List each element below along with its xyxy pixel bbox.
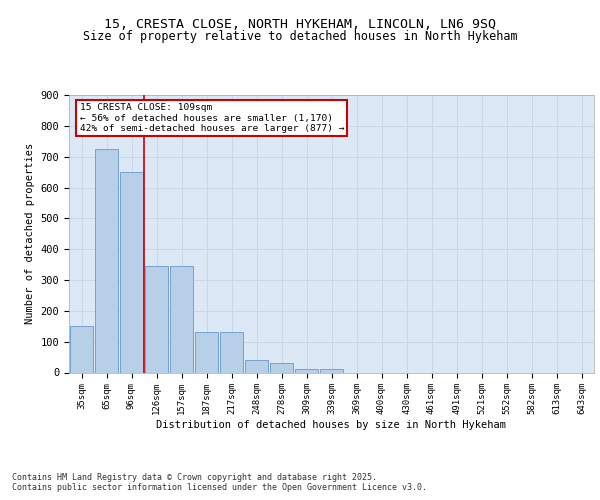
Bar — [245, 360, 268, 372]
Bar — [145, 266, 168, 372]
Text: Size of property relative to detached houses in North Hykeham: Size of property relative to detached ho… — [83, 30, 517, 43]
Bar — [220, 332, 243, 372]
Text: Contains HM Land Registry data © Crown copyright and database right 2025.
Contai: Contains HM Land Registry data © Crown c… — [12, 472, 427, 492]
X-axis label: Distribution of detached houses by size in North Hykeham: Distribution of detached houses by size … — [157, 420, 506, 430]
Bar — [95, 149, 118, 372]
Bar — [120, 172, 143, 372]
Bar — [170, 266, 193, 372]
Y-axis label: Number of detached properties: Number of detached properties — [25, 143, 35, 324]
Text: 15, CRESTA CLOSE, NORTH HYKEHAM, LINCOLN, LN6 9SQ: 15, CRESTA CLOSE, NORTH HYKEHAM, LINCOLN… — [104, 18, 496, 30]
Bar — [320, 369, 343, 372]
Text: 15 CRESTA CLOSE: 109sqm
← 56% of detached houses are smaller (1,170)
42% of semi: 15 CRESTA CLOSE: 109sqm ← 56% of detache… — [79, 104, 344, 133]
Bar — [70, 326, 93, 372]
Bar — [295, 369, 318, 372]
Bar — [270, 363, 293, 372]
Bar — [195, 332, 218, 372]
